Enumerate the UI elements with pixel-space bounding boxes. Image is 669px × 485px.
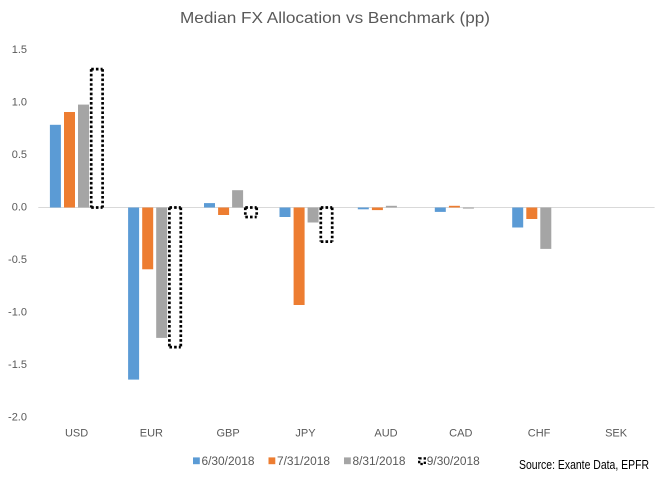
svg-text:-1.5: -1.5: [8, 359, 27, 371]
svg-text:AUD: AUD: [374, 428, 397, 440]
svg-text:JPY: JPY: [295, 428, 316, 440]
svg-text:7/31/2018: 7/31/2018: [277, 456, 330, 468]
svg-text:GBP: GBP: [216, 428, 239, 440]
svg-text:-0.5: -0.5: [8, 254, 27, 266]
svg-text:CAD: CAD: [449, 428, 472, 440]
svg-text:-1.0: -1.0: [8, 307, 27, 319]
svg-text:9/30/2018: 9/30/2018: [427, 456, 480, 468]
svg-text:1.0: 1.0: [12, 97, 27, 109]
svg-text:CHF: CHF: [528, 428, 551, 440]
svg-text:0.0: 0.0: [12, 202, 27, 214]
svg-text:EUR: EUR: [140, 428, 163, 440]
svg-text:Median FX Allocation vs Benchm: Median FX Allocation vs Benchmark (pp): [180, 10, 490, 27]
svg-text:8/31/2018: 8/31/2018: [353, 456, 406, 468]
svg-text:USD: USD: [65, 428, 88, 440]
svg-text:-2.0: -2.0: [8, 412, 27, 424]
svg-text:Source: Exante Data, EPFR: Source: Exante Data, EPFR: [519, 457, 649, 472]
svg-text:1.5: 1.5: [12, 44, 27, 56]
svg-text:SEK: SEK: [605, 428, 628, 440]
svg-text:6/30/2018: 6/30/2018: [202, 456, 255, 468]
svg-text:0.5: 0.5: [12, 149, 27, 161]
